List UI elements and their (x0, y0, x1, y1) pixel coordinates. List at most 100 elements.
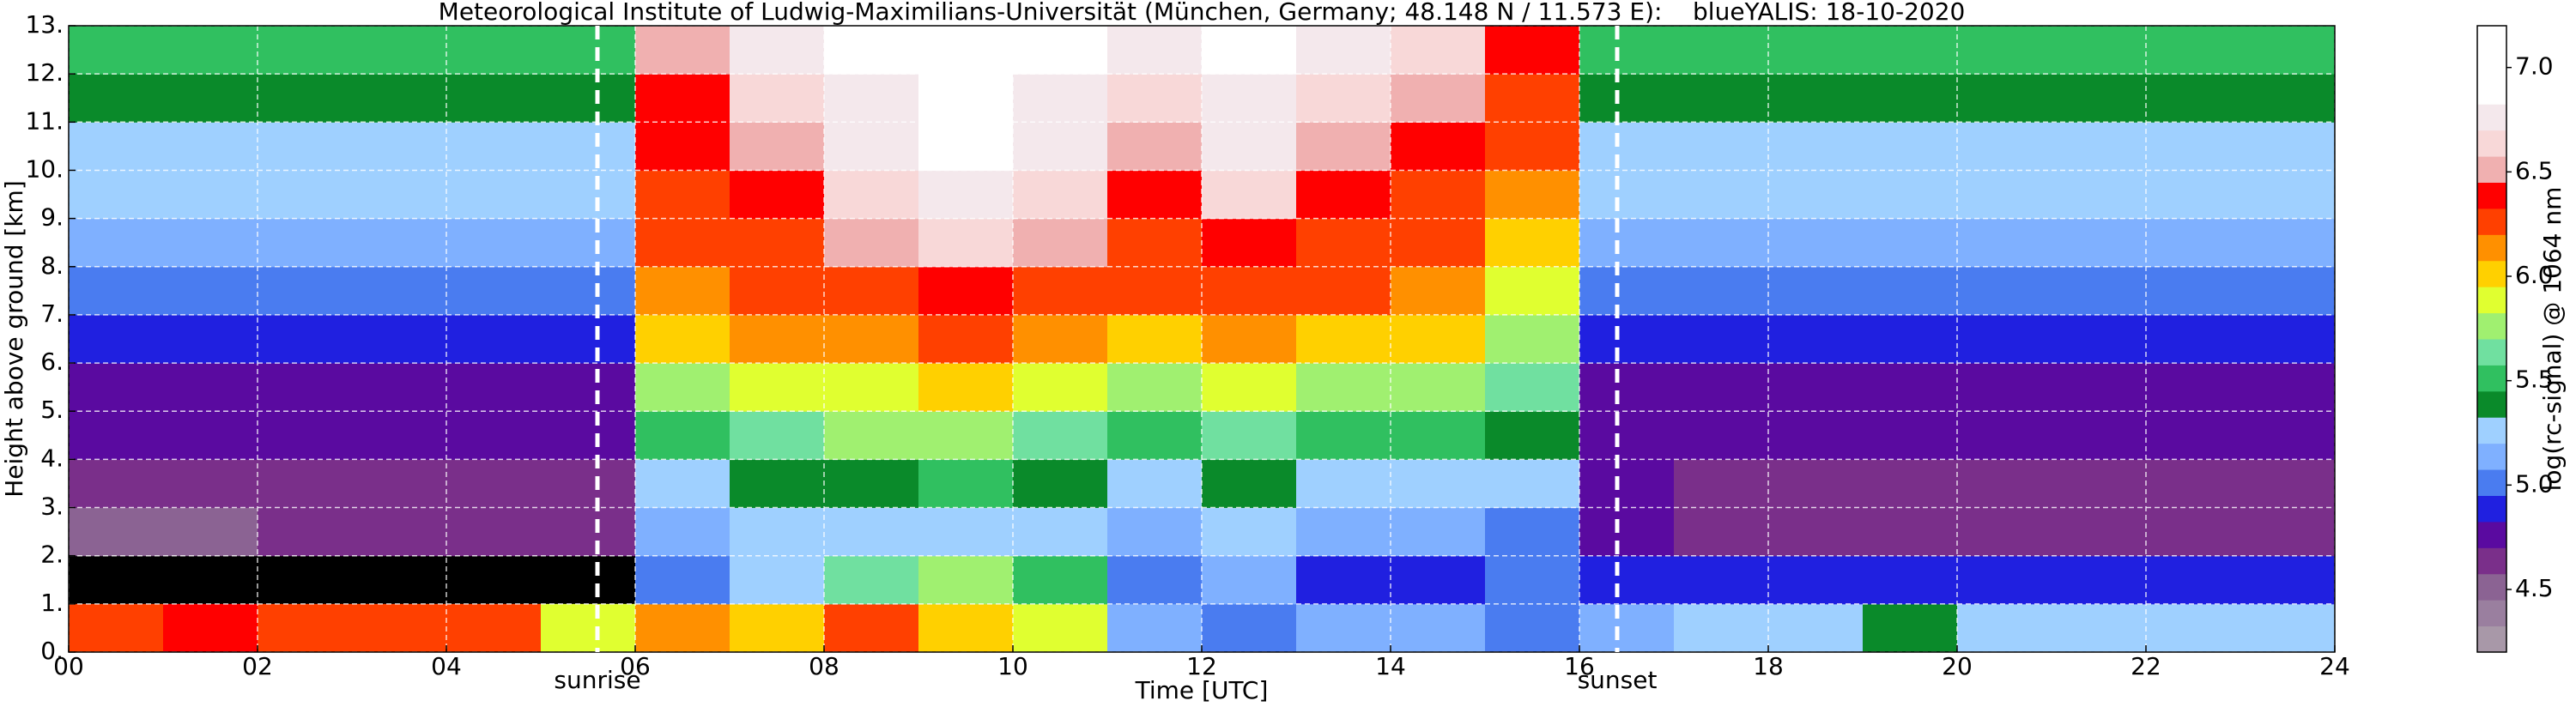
heatmap-cell (918, 411, 1014, 460)
heatmap-cell (1107, 266, 1203, 316)
heatmap-cell (1485, 170, 1580, 220)
heatmap-cell (824, 411, 919, 460)
colorbar-swatch (2477, 312, 2506, 340)
colorbar-swatch (2477, 417, 2506, 444)
heatmap-cell (258, 459, 353, 509)
heatmap-cell (69, 507, 164, 557)
heatmap-cell (1391, 363, 1486, 412)
heatmap-cell (1674, 170, 1769, 220)
heatmap-cell (2240, 26, 2336, 75)
heatmap-cell (446, 459, 542, 509)
heatmap-cell (635, 266, 730, 316)
heatmap-cell (1957, 603, 2052, 653)
heatmap-cell (2052, 122, 2147, 171)
heatmap-cell (446, 26, 542, 75)
chart-title: Meteorological Institute of Ludwig-Maxim… (439, 0, 1966, 26)
heatmap-cell (541, 266, 636, 316)
heatmap-cell (1579, 363, 1675, 412)
heatmap-cell (2240, 507, 2336, 557)
heatmap-cell (1013, 411, 1108, 460)
heatmap-cell (635, 507, 730, 557)
heatmap-cell (2052, 26, 2147, 75)
y-tick-label: 5. (40, 396, 64, 424)
y-tick-label: 12. (25, 58, 64, 87)
heatmap-cell (1485, 122, 1580, 171)
heatmap-cell (635, 122, 730, 171)
heatmap-cell (258, 26, 353, 75)
y-tick-label: 4. (40, 444, 64, 472)
heatmap-cell (69, 411, 164, 460)
heatmap-cell (1107, 26, 1203, 75)
heatmap-cell (1579, 170, 1675, 220)
colorbar-swatch (2477, 77, 2506, 105)
heatmap-cell (1485, 555, 1580, 605)
heatmap-cell (1107, 411, 1203, 460)
heatmap-cell (1296, 266, 1391, 316)
heatmap-cell (1013, 74, 1108, 123)
heatmap-cell (163, 411, 258, 460)
heatmap-cell (1107, 603, 1203, 653)
heatmap-cell (1013, 555, 1108, 605)
heatmap-cell (1579, 218, 1675, 268)
heatmap-cell (918, 459, 1014, 509)
colorbar-swatch (2477, 521, 2506, 548)
heatmap-cell (1579, 74, 1675, 123)
heatmap-cell (1957, 363, 2052, 412)
heatmap-cell (1296, 170, 1391, 220)
heatmap-cell (1485, 411, 1580, 460)
heatmap-cell (918, 266, 1014, 316)
heatmap-cell (1768, 314, 1864, 364)
colorbar-swatch (2477, 287, 2506, 314)
heatmap-cell (1579, 266, 1675, 316)
heatmap-cell (1579, 314, 1675, 364)
x-axis-label: Time [UTC] (1135, 676, 1269, 704)
heatmap-cell (1202, 26, 1297, 75)
heatmap-cell (1674, 507, 1769, 557)
heatmap-cell (2146, 363, 2241, 412)
heatmap-cell (1957, 74, 2052, 123)
heatmap-cell (1296, 26, 1391, 75)
heatmap-cell (1579, 411, 1675, 460)
x-tick-label: 12 (1186, 652, 1217, 680)
heatmap-cell (2052, 218, 2147, 268)
heatmap-cell (1674, 363, 1769, 412)
heatmap-cell (2240, 363, 2336, 412)
heatmap-cell (541, 26, 636, 75)
colorbar-swatch (2477, 156, 2506, 183)
heatmap-cell (824, 459, 919, 509)
y-tick-label: 9. (40, 203, 64, 232)
colorbar-swatch (2477, 469, 2506, 496)
heatmap-cell (2146, 507, 2241, 557)
heatmap-cell (2146, 411, 2241, 460)
heatmap-cell (1768, 26, 1864, 75)
heatmap-cell (1202, 507, 1297, 557)
heatmap-cell (1107, 507, 1203, 557)
heatmap-cell (2240, 314, 2336, 364)
heatmap-cell (541, 603, 636, 653)
heatmap-cell (1107, 459, 1203, 509)
colorbar-swatch (2477, 260, 2506, 287)
heatmap-cell (2240, 266, 2336, 316)
colorbar-swatch (2477, 26, 2506, 52)
heatmap-cell (541, 122, 636, 171)
heatmap-cell (163, 507, 258, 557)
heatmap-cell (1391, 314, 1486, 364)
heatmap-cell (446, 603, 542, 653)
heatmap-cell (1957, 507, 2052, 557)
heatmap-cell (1579, 26, 1675, 75)
heatmap-cell (730, 266, 825, 316)
heatmap-cell (69, 26, 164, 75)
heatmap-cell (824, 122, 919, 171)
heatmap-cell (1391, 507, 1486, 557)
heatmap-cell (635, 555, 730, 605)
heatmap-cell (635, 74, 730, 123)
heatmap-cell (824, 266, 919, 316)
heatmap-cell (2240, 74, 2336, 123)
heatmap-cell (446, 266, 542, 316)
heatmap-cell (352, 170, 447, 220)
heatmap-cell (2240, 170, 2336, 220)
heatmap-cell (1768, 603, 1864, 653)
y-tick-label: 1. (40, 589, 64, 617)
heatmap-cell (1013, 218, 1108, 268)
